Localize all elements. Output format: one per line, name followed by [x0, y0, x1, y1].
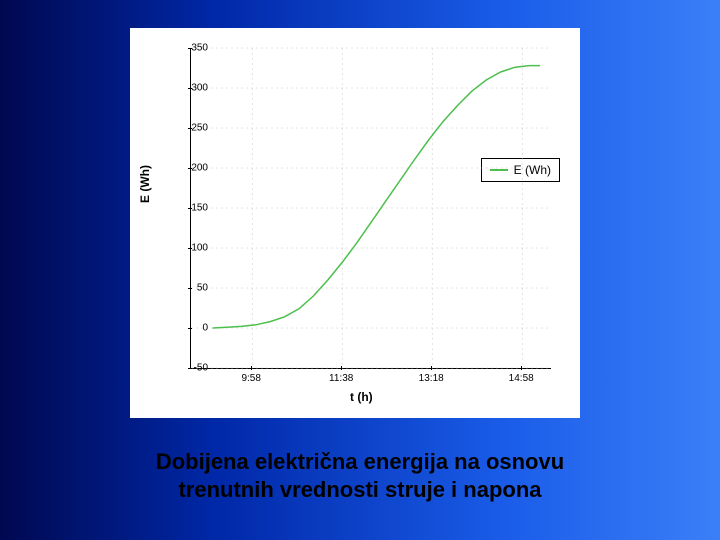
caption-line-1: Dobijena električna energija na osnovu — [156, 449, 564, 474]
x-tick-label: 14:58 — [509, 373, 534, 384]
y-tick-label: 300 — [191, 83, 208, 94]
y-axis-label: E (Wh) — [138, 165, 152, 203]
slide-background: E (Wh) t (h) E (Wh) -5005010015020025030… — [0, 0, 720, 540]
y-tick-label: 350 — [191, 43, 208, 54]
caption-line-2: trenutnih vrednosti struje i napona — [178, 477, 541, 502]
y-tick-label: 50 — [197, 283, 208, 294]
plot-area — [190, 48, 551, 369]
x-tick-label: 13:18 — [419, 373, 444, 384]
chart-panel: E (Wh) t (h) E (Wh) -5005010015020025030… — [130, 28, 580, 418]
series-line — [213, 66, 541, 328]
y-tick-label: 150 — [191, 203, 208, 214]
y-tick-label: 0 — [202, 323, 208, 334]
y-tick-label: -50 — [194, 363, 208, 374]
x-axis-label: t (h) — [350, 390, 373, 404]
y-tick-label: 100 — [191, 243, 208, 254]
y-tick-label: 200 — [191, 163, 208, 174]
slide-caption: Dobijena električna energija na osnovu t… — [0, 448, 720, 503]
x-tick-label: 11:38 — [329, 373, 353, 384]
y-tick-label: 250 — [191, 123, 208, 134]
plot-svg — [191, 48, 551, 368]
gridlines — [191, 48, 551, 368]
x-tick-label: 9:58 — [241, 373, 260, 384]
